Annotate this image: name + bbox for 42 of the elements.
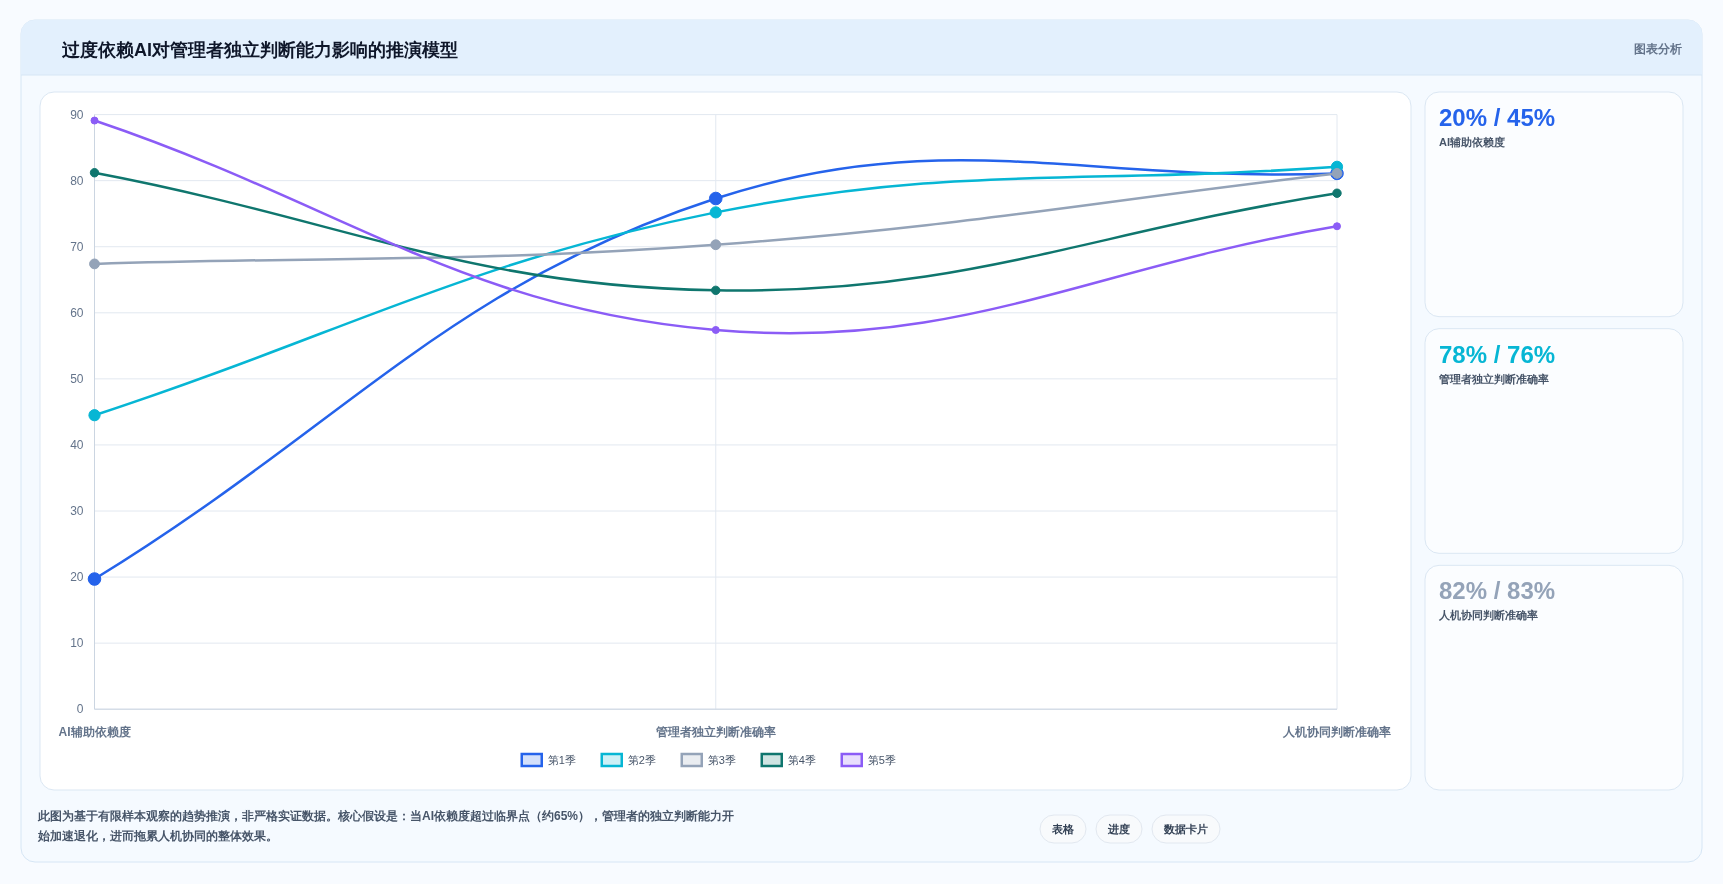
- text: 管理者独立判断准确率: [1438, 372, 1549, 385]
- legend-label: 第5季: [867, 754, 896, 766]
- y-tick-label: 20: [70, 570, 84, 585]
- y-tick-label: 90: [70, 107, 84, 122]
- chart-title: 过度依赖AI对管理者独立判断能力影响的推演模型: [61, 40, 458, 60]
- point: [90, 116, 99, 125]
- x-tick-label: 管理者独立判断准确率: [654, 725, 776, 739]
- text: 进度: [1107, 823, 1130, 835]
- point: [1333, 222, 1341, 231]
- legend-label: 第1季: [547, 754, 576, 766]
- text: AI辅助依赖度: [1439, 136, 1505, 148]
- text: 数据卡片: [1163, 823, 1208, 835]
- text: 此图为基于有限样本观察的趋势推演，非严格实证数据。核心假设是：当AI依赖度超过临界点（约65%），管理者的独立判断能力开始加速退化，进而拖累人机协同的整体效果。: [37, 809, 735, 843]
- point: [89, 258, 100, 270]
- text: 表格: [1051, 823, 1075, 835]
- point: [87, 572, 102, 586]
- y-tick-label: 70: [70, 239, 84, 254]
- y-tick-label: 60: [70, 305, 84, 320]
- point: [711, 325, 720, 334]
- legend-label: 第3季: [707, 754, 736, 766]
- y-tick-label: 10: [70, 636, 84, 651]
- y-tick-label: 30: [70, 504, 84, 518]
- point: [89, 168, 100, 178]
- y-tick-label: 40: [70, 437, 84, 452]
- legend-label: 第2季: [627, 754, 656, 766]
- text: 20% / 45%: [1439, 104, 1556, 131]
- text: 82% / 83%: [1439, 577, 1556, 605]
- x-tick-label: AI辅助依赖度: [58, 725, 131, 739]
- x-tick-label: 人机协同判断准确率: [1282, 725, 1391, 739]
- y-tick-label: 0: [76, 702, 84, 717]
- point: [711, 285, 721, 296]
- text: 图表分析: [1634, 42, 1682, 56]
- text: 人机协同判断准确率: [1438, 609, 1538, 623]
- point: [709, 206, 722, 219]
- y-tick-label: 80: [70, 173, 84, 188]
- text: 78% / 76%: [1439, 340, 1556, 368]
- legend-label: 第4季: [787, 754, 816, 766]
- point: [708, 191, 723, 206]
- point: [710, 239, 722, 251]
- point: [1332, 188, 1342, 198]
- y-tick-label: 50: [70, 371, 84, 386]
- point: [88, 409, 101, 422]
